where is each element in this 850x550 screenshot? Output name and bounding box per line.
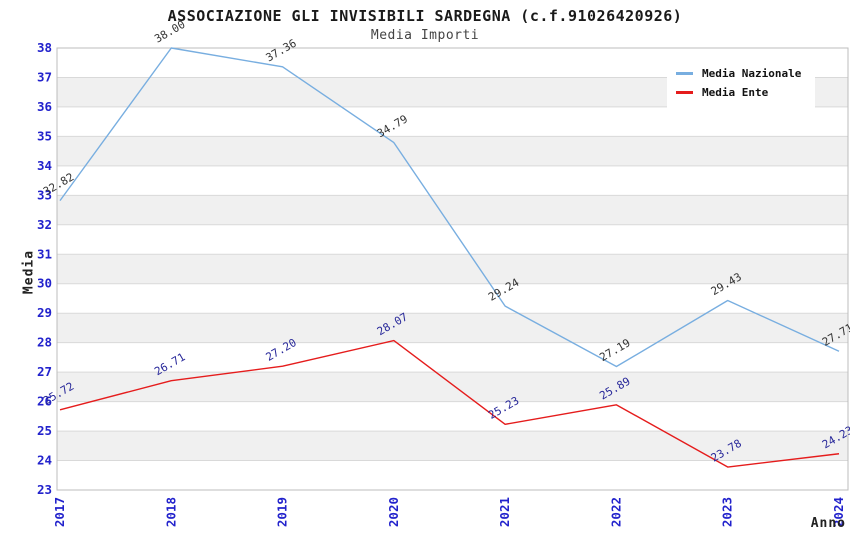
- data-point-label: 38.00: [152, 18, 187, 46]
- y-tick-label: 36: [37, 99, 52, 114]
- plot-band: [57, 313, 848, 343]
- y-tick-label: 31: [37, 246, 52, 261]
- y-tick-label: 34: [37, 158, 52, 173]
- y-tick-label: 37: [37, 69, 52, 84]
- y-tick-label: 33: [37, 187, 52, 202]
- plot-band: [57, 195, 848, 225]
- x-tick-label: 2020: [386, 497, 401, 527]
- legend-item-media-nazionale: Media Nazionale: [676, 65, 809, 82]
- y-tick-label: 25: [37, 423, 52, 438]
- x-axis-title: Anno: [810, 516, 846, 531]
- plot-band: [57, 254, 848, 284]
- legend-label-media-nazionale: Media Nazionale: [702, 67, 802, 80]
- y-tick-label: 23: [37, 482, 52, 497]
- x-tick-label: 2023: [720, 497, 735, 527]
- x-tick-label: 2018: [163, 497, 178, 527]
- data-point-label: 32.82: [41, 170, 76, 198]
- plot-band: [57, 136, 848, 166]
- y-tick-label: 32: [37, 217, 52, 232]
- y-tick-label: 35: [37, 128, 52, 143]
- plot-border: [56, 47, 849, 491]
- legend-item-media-ente: Media Ente: [676, 84, 809, 101]
- plot-band: [57, 431, 848, 461]
- y-tick-label: 26: [37, 394, 52, 409]
- x-tick-label: 2017: [52, 497, 67, 527]
- x-tick-label: 2024: [831, 497, 846, 527]
- media-nazionale-line-swatch: [676, 72, 693, 75]
- data-point-label: 37.36: [264, 37, 299, 65]
- series-line-media-nazionale: [59, 47, 840, 368]
- y-tick-label: 29: [37, 305, 52, 320]
- x-tick-label: 2022: [608, 497, 623, 527]
- chart-subtitle: Media Importi: [370, 28, 480, 43]
- y-tick-label: 38: [37, 40, 52, 55]
- y-tick-label: 24: [37, 453, 52, 468]
- y-tick-label: 28: [37, 335, 52, 350]
- plot-band: [57, 372, 848, 402]
- y-axis-title: Media: [21, 249, 37, 295]
- chart-title: ASSOCIAZIONE GLI INVISIBILI SARDEGNA (c.…: [167, 7, 683, 25]
- x-tick-label: 2019: [275, 497, 290, 527]
- media-ente-line-swatch: [676, 91, 693, 94]
- y-tick-label: 30: [37, 276, 52, 291]
- x-tick-label: 2021: [497, 497, 512, 527]
- legend-label-media-ente: Media Ente: [702, 86, 769, 99]
- y-tick-label: 27: [37, 364, 52, 379]
- legend: Media Nazionale Media Ente: [667, 56, 815, 110]
- series-line-media-ente: [59, 339, 840, 468]
